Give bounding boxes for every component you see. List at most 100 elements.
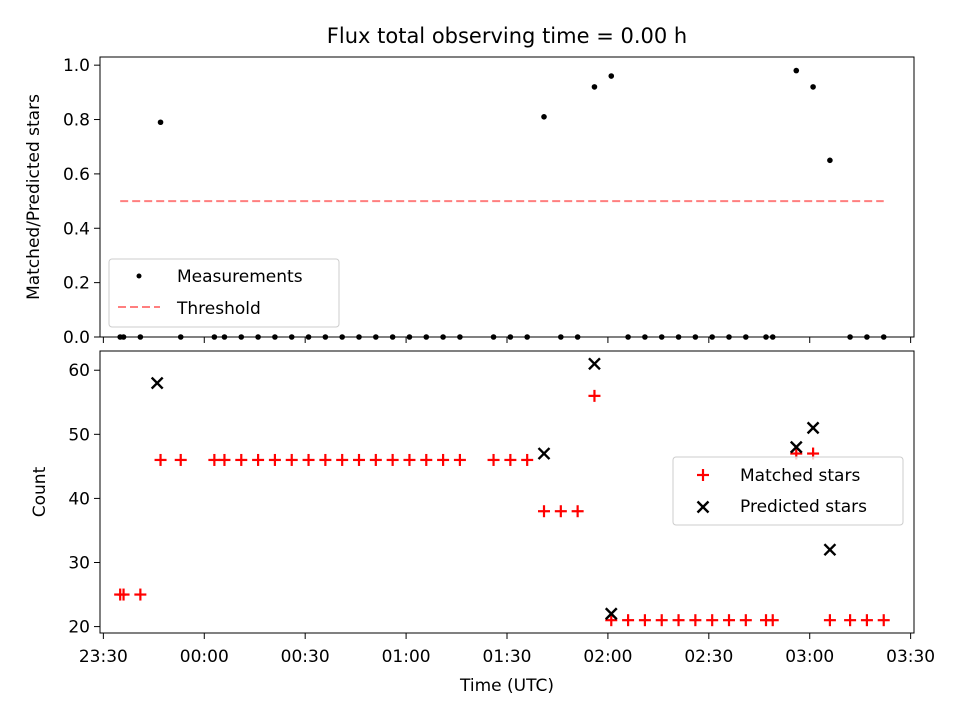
top-plot-area [117,67,887,340]
x-tick-label: 02:00 [583,647,632,667]
matched-point [369,453,382,466]
matched-point [622,614,635,627]
matched-point [877,614,890,627]
legend-measurements-marker [136,273,142,279]
matched-point [403,453,416,466]
bottom-x-ticks: 23:30 00:00 00:30 01:00 01:30 02:00 02:30 03:00… [79,633,935,667]
measurement-point [591,84,598,90]
matched-point [521,453,534,466]
top-x-ticks [102,337,912,343]
top-y-tick-label: 0.4 [63,219,90,239]
matched-point [134,588,147,601]
matched-point [823,614,836,627]
x-axis-label: Time (UTC) [459,676,554,696]
top-y-ticks: 0.0 0.2 0.4 0.6 0.8 1.0 [63,56,100,348]
top-y-tick-label: 0.0 [63,328,90,348]
measurement-point [608,73,615,79]
x-tick-label: 00:00 [180,647,229,667]
matched-point [302,453,315,466]
top-y-tick-label: 0.6 [63,165,90,185]
bottom-legend-box [672,456,904,526]
top-legend: Measurements Threshold [108,258,340,328]
top-panel: 0.0 0.2 0.4 0.6 0.8 1.0 Matched/Predicted sta… [24,56,915,348]
bottom-y-ticks: 20 30 40 50 60 [68,361,100,638]
predicted-point [806,421,820,435]
measurement-point [810,84,816,90]
matched-point [453,453,466,466]
bottom-axes-frame [99,350,915,634]
matched-point [860,614,873,627]
matched-point [605,614,618,627]
top-legend-box [108,258,340,328]
top-axes-frame [99,56,915,338]
legend-matched-glyph [697,469,709,481]
bottom-panel: 20 30 40 50 60 23:30 00:00 00:30 01:00 01:30 02:0… [30,350,935,696]
predicted-point [604,607,618,621]
matched-point [766,614,779,627]
bottom-y-tick-label: 60 [68,361,90,381]
matched-point [437,453,450,466]
legend-predicted-glyph [696,500,710,514]
measurement-point [827,157,833,164]
chart-title: Flux total observing time = 0.00 h [327,24,687,48]
matched-point [739,614,752,627]
legend-matched-marker [697,469,709,481]
measurement-point [157,119,164,126]
legend-predicted-label: Predicted stars [740,497,867,517]
predicted-point [150,376,164,390]
top-y-axis-label: Matched/Predicted stars [24,94,44,300]
matched-point [154,453,167,466]
bottom-y-axis-label: Count [30,466,50,517]
measurement-point [541,114,547,120]
matched-point [588,389,601,402]
matched-point [723,614,735,627]
matched-point [218,453,231,466]
matched-point [487,453,500,466]
matched-point [504,453,517,466]
matched-point [638,614,651,627]
matched-point [353,453,365,466]
matched-point [655,614,668,627]
bottom-y-tick-label: 50 [68,425,90,445]
bottom-y-tick-label: 30 [68,554,90,574]
matched-point [706,614,719,627]
legend-threshold-label: Threshold [176,299,261,319]
matched-point [319,453,332,466]
bottom-y-tick-label: 40 [68,489,90,509]
bottom-plot-area [114,357,890,627]
top-y-tick-label: 0.8 [63,111,90,131]
legend-matched-label: Matched stars [740,466,860,486]
legend-measurements-label: Measurements [177,267,303,287]
matched-point [689,614,702,627]
matched-point [420,453,433,466]
matched-point [174,453,187,466]
legend-predicted-marker [696,500,710,514]
matched-point [235,453,248,466]
matched-point [268,453,281,466]
top-y-tick-label: 0.2 [63,274,90,294]
predicted-point [789,440,803,454]
x-tick-label: 01:30 [483,647,532,667]
matched-point [571,505,584,518]
matched-point [117,588,130,601]
measurement-point [793,67,800,74]
matched-point [538,505,550,518]
matched-point [285,453,298,466]
x-tick-label: 01:00 [382,647,431,667]
predicted-point [537,447,551,460]
x-tick-label: 03:30 [886,647,935,667]
matched-point [336,453,349,466]
bottom-legend: Matched stars Predicted stars [672,456,904,526]
predicted-point [588,357,601,371]
x-tick-label: 00:30 [281,647,330,667]
x-tick-label: 03:00 [785,647,834,667]
bottom-y-tick-label: 20 [68,618,90,638]
x-tick-label: 02:30 [684,647,733,667]
matched-point [844,614,857,627]
x-tick-label: 23:30 [79,647,128,667]
top-y-tick-label: 1.0 [63,56,90,76]
predicted-point [823,543,837,557]
matched-point [672,614,685,627]
matched-point [386,453,399,466]
